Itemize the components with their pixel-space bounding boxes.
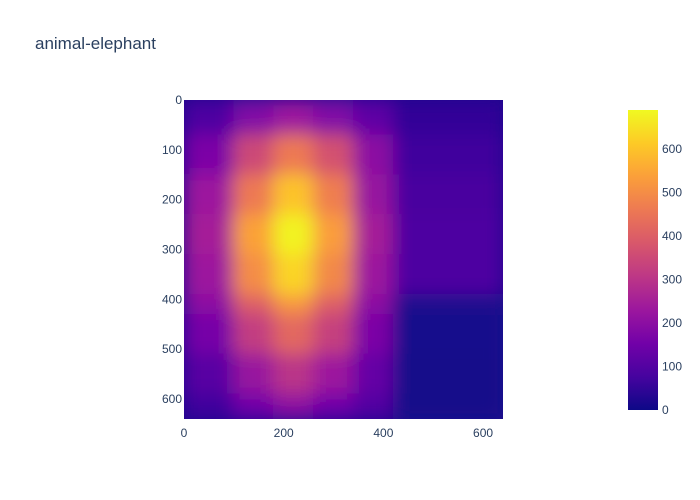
heatmap-cell[interactable] xyxy=(273,100,315,136)
x-tick-label: 0 xyxy=(181,426,188,440)
heatmap-cell[interactable] xyxy=(273,214,315,256)
heatmap-cell[interactable] xyxy=(184,313,235,355)
heatmap-cell[interactable] xyxy=(313,174,354,216)
heatmap-cell[interactable] xyxy=(184,293,235,315)
colorbar-tick-label: 0 xyxy=(662,403,669,417)
heatmap-cell[interactable] xyxy=(352,134,394,176)
heatmap-cell[interactable] xyxy=(392,254,504,295)
heatmap-cell[interactable] xyxy=(313,134,354,176)
heatmap-cell[interactable] xyxy=(233,174,275,216)
heatmap-cell[interactable] xyxy=(313,393,354,420)
heatmap-cell[interactable] xyxy=(392,353,504,395)
heatmap-cell[interactable] xyxy=(233,393,275,420)
y-tick-label: 600 xyxy=(162,392,182,406)
heatmap-cell[interactable] xyxy=(392,293,504,315)
heatmap-cell[interactable] xyxy=(233,134,275,176)
heatmap-cell[interactable] xyxy=(184,254,235,295)
y-tick-label: 0 xyxy=(175,93,182,107)
heatmap-cell[interactable] xyxy=(233,313,275,355)
heatmap-cell[interactable] xyxy=(184,393,235,420)
heatmap-cell[interactable] xyxy=(392,214,504,256)
y-tick-label: 400 xyxy=(162,292,182,306)
y-tick-label: 100 xyxy=(162,143,182,157)
heatmap-cell[interactable] xyxy=(273,313,315,355)
colorbar-tick-label: 400 xyxy=(662,229,682,243)
heatmap-cell[interactable] xyxy=(313,293,354,315)
colorbar-tick-label: 200 xyxy=(662,316,682,330)
chart-title: animal-elephant xyxy=(35,34,156,53)
heatmap-cell[interactable] xyxy=(184,214,235,256)
heatmap-cell[interactable] xyxy=(233,293,275,315)
y-tick-label: 500 xyxy=(162,342,182,356)
heatmap-cell[interactable] xyxy=(313,100,354,136)
heatmap-area xyxy=(184,100,504,420)
heatmap-cell[interactable] xyxy=(233,214,275,256)
heatmap-cell[interactable] xyxy=(352,174,394,216)
colorbar-tick-label: 100 xyxy=(662,360,682,374)
heatmap-cells xyxy=(184,100,504,420)
x-tick-label: 400 xyxy=(373,426,393,440)
heatmap-cell[interactable] xyxy=(273,174,315,216)
colorbar xyxy=(628,110,658,410)
heatmap-cell[interactable] xyxy=(273,134,315,176)
heatmap-cell[interactable] xyxy=(233,254,275,295)
heatmap-cell[interactable] xyxy=(184,100,235,136)
heatmap-cell[interactable] xyxy=(352,293,394,315)
heatmap-cell[interactable] xyxy=(313,313,354,355)
heatmap-cell[interactable] xyxy=(313,353,354,395)
heatmap-cell[interactable] xyxy=(392,100,504,136)
x-tick-label: 600 xyxy=(473,426,493,440)
x-tick-label: 200 xyxy=(274,426,294,440)
colorbar-tick-label: 300 xyxy=(662,273,682,287)
heatmap-cell[interactable] xyxy=(313,254,354,295)
y-tick-label: 200 xyxy=(162,193,182,207)
heatmap-cell[interactable] xyxy=(184,134,235,176)
heatmap-cell[interactable] xyxy=(392,174,504,216)
heatmap-cell[interactable] xyxy=(233,353,275,395)
heatmap-cell[interactable] xyxy=(352,393,394,420)
heatmap-cell[interactable] xyxy=(273,353,315,395)
heatmap-cell[interactable] xyxy=(273,393,315,420)
heatmap-cell[interactable] xyxy=(313,214,354,256)
heatmap-cell[interactable] xyxy=(392,134,504,176)
heatmap-cell[interactable] xyxy=(233,100,275,136)
heatmap-cell[interactable] xyxy=(352,313,394,355)
heatmap-cell[interactable] xyxy=(184,174,235,216)
heatmap-cell[interactable] xyxy=(352,254,394,295)
heatmap-cell[interactable] xyxy=(273,293,315,315)
heatmap-cell[interactable] xyxy=(352,214,394,256)
colorbar-tick-label: 600 xyxy=(662,142,682,156)
heatmap-cell[interactable] xyxy=(184,353,235,395)
heatmap-cell[interactable] xyxy=(352,100,394,136)
heatmap-cell[interactable] xyxy=(392,393,504,420)
y-tick-label: 300 xyxy=(162,243,182,257)
colorbar-tick-label: 500 xyxy=(662,186,682,200)
heatmap-cell[interactable] xyxy=(392,313,504,355)
heatmap-cell[interactable] xyxy=(352,353,394,395)
heatmap-cell[interactable] xyxy=(273,254,315,295)
